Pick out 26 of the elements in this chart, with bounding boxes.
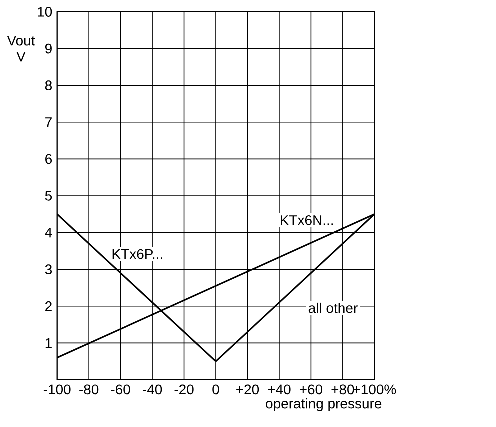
y-tick-label: 9: [45, 44, 52, 54]
y-tick-label: 8: [45, 80, 52, 91]
y-tick-label: 5: [45, 191, 52, 202]
x-tick-label: +20: [236, 384, 260, 395]
x-tick-label: -80: [80, 384, 99, 395]
x-axis-title: operating pressure: [266, 398, 382, 412]
x-tick-label: 0: [212, 384, 220, 395]
x-tick-label: +100%: [353, 384, 396, 395]
x-tick-label: -100: [44, 384, 71, 395]
y-tick-label: 4: [45, 228, 52, 238]
x-tick-label: -40: [143, 384, 162, 395]
y-tick-label: 7: [46, 118, 52, 128]
x-tick-label: +80: [332, 384, 354, 395]
series-label: all other: [308, 303, 358, 314]
series-label: KTx6N...: [281, 216, 334, 226]
y-tick-label: 10: [38, 7, 52, 18]
y-tick-label: 6: [46, 154, 52, 164]
series-label: KTx6P...: [112, 249, 162, 260]
y-tick-label: 2: [46, 302, 52, 312]
y-tick-label: 3: [45, 264, 52, 275]
x-tick-label: -20: [174, 384, 194, 395]
y-axis-title: Vout V: [7, 36, 36, 62]
y-tick-label: 1: [46, 338, 52, 348]
x-tick-label: +40: [268, 384, 291, 395]
x-tick-label: +60: [300, 384, 323, 395]
x-tick-label: -60: [111, 384, 130, 395]
